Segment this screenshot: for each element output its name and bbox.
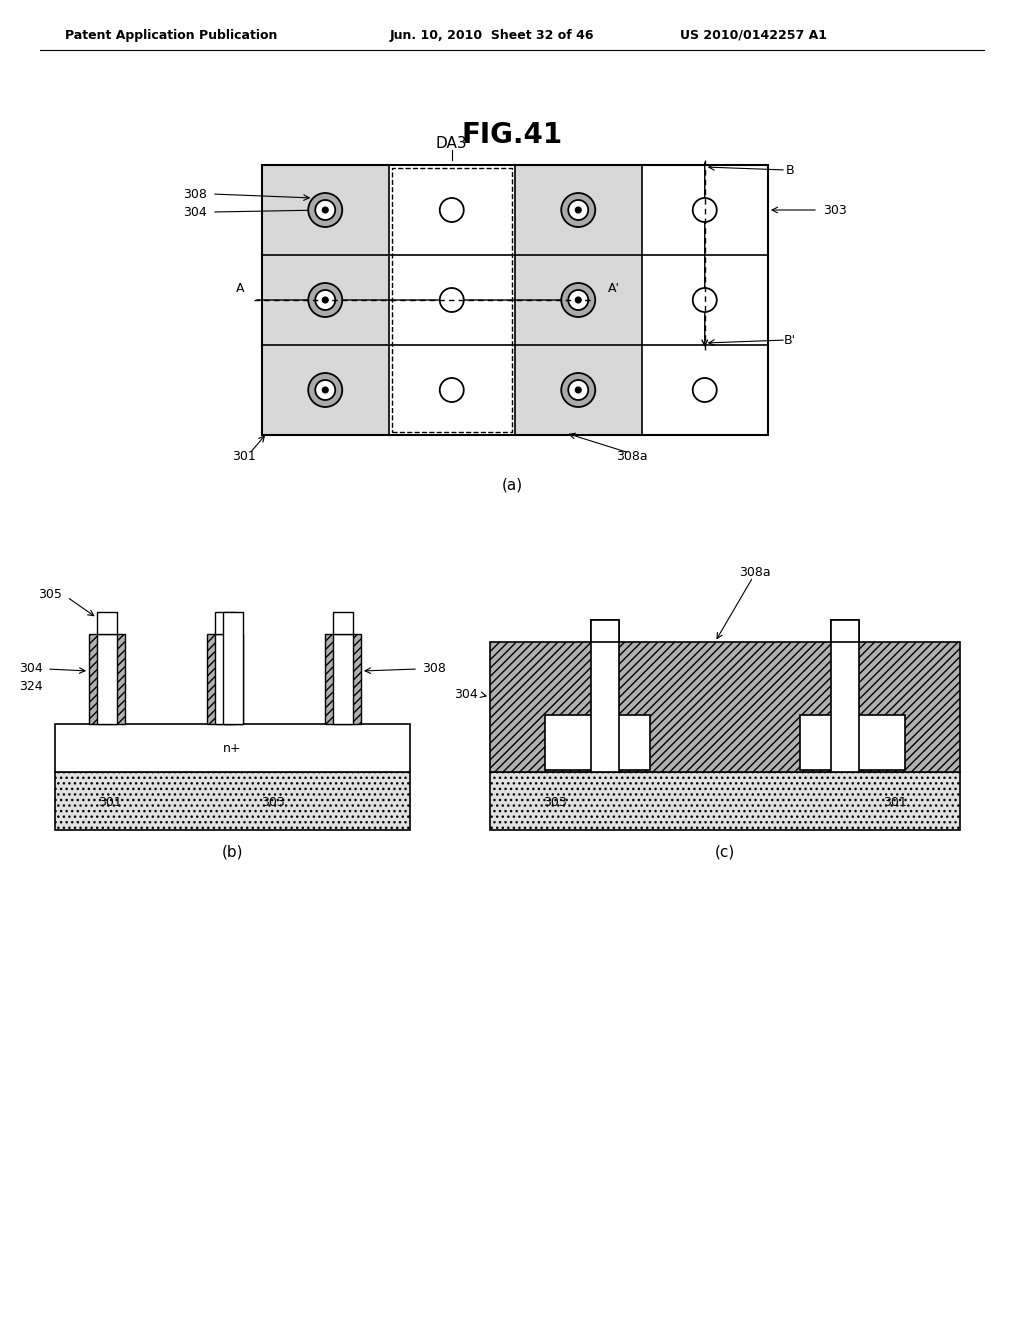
- Text: n+: n+: [838, 626, 852, 636]
- Text: 324: 324: [19, 681, 43, 693]
- Text: 301: 301: [232, 450, 256, 463]
- Bar: [591, 620, 618, 642]
- Bar: [333, 634, 353, 723]
- Text: 304: 304: [19, 663, 43, 676]
- Wedge shape: [561, 193, 595, 227]
- Bar: [97, 612, 117, 634]
- Text: Jun. 10, 2010  Sheet 32 of 46: Jun. 10, 2010 Sheet 32 of 46: [390, 29, 595, 41]
- Wedge shape: [308, 193, 342, 227]
- Bar: [215, 612, 234, 634]
- Text: FIG.41: FIG.41: [462, 121, 562, 149]
- Circle shape: [439, 378, 464, 403]
- Bar: [831, 620, 859, 642]
- Text: DA3: DA3: [436, 136, 468, 150]
- Text: 301: 301: [883, 796, 907, 808]
- Bar: [490, 642, 961, 772]
- Text: 308a: 308a: [615, 450, 647, 463]
- Circle shape: [693, 198, 717, 222]
- Text: 304: 304: [183, 206, 207, 219]
- Text: 308: 308: [183, 187, 207, 201]
- Bar: [262, 165, 768, 436]
- Bar: [207, 634, 243, 723]
- Text: 308a: 308a: [739, 566, 771, 579]
- Circle shape: [315, 201, 335, 220]
- Wedge shape: [308, 282, 342, 317]
- Circle shape: [575, 297, 582, 304]
- Bar: [591, 620, 618, 772]
- Text: (c): (c): [715, 845, 735, 859]
- Text: 304: 304: [455, 689, 478, 701]
- Bar: [215, 634, 234, 723]
- Bar: [55, 723, 410, 772]
- Wedge shape: [561, 282, 595, 317]
- Text: A': A': [608, 281, 621, 294]
- Circle shape: [315, 380, 335, 400]
- Circle shape: [568, 201, 588, 220]
- Bar: [262, 165, 388, 436]
- Circle shape: [575, 207, 582, 213]
- Text: n+: n+: [218, 618, 232, 628]
- Bar: [333, 612, 353, 634]
- Text: 303: 303: [823, 203, 847, 216]
- Text: n+: n+: [598, 626, 612, 636]
- Text: Patent Application Publication: Patent Application Publication: [65, 29, 278, 41]
- Circle shape: [568, 290, 588, 310]
- Text: 308: 308: [422, 663, 445, 676]
- Text: n+: n+: [223, 677, 242, 690]
- Bar: [391, 168, 512, 432]
- Circle shape: [323, 297, 329, 304]
- Bar: [545, 715, 650, 770]
- Circle shape: [575, 387, 582, 393]
- Text: n+: n+: [843, 737, 862, 748]
- Circle shape: [693, 288, 717, 312]
- Bar: [222, 612, 243, 723]
- Bar: [490, 772, 961, 830]
- Text: 303: 303: [543, 796, 567, 808]
- Text: B': B': [784, 334, 796, 346]
- Text: (b): (b): [222, 845, 244, 859]
- Text: (a): (a): [502, 478, 522, 492]
- Text: A: A: [236, 281, 245, 294]
- Text: n+: n+: [588, 737, 607, 748]
- Text: US 2010/0142257 A1: US 2010/0142257 A1: [680, 29, 827, 41]
- Bar: [515, 165, 641, 436]
- Circle shape: [323, 387, 329, 393]
- Wedge shape: [308, 374, 342, 407]
- Text: 303: 303: [261, 796, 285, 808]
- Wedge shape: [561, 374, 595, 407]
- Bar: [325, 634, 361, 723]
- Circle shape: [439, 198, 464, 222]
- Text: n+: n+: [223, 742, 242, 755]
- Text: n+: n+: [100, 618, 114, 628]
- Bar: [97, 634, 117, 723]
- Bar: [55, 772, 410, 830]
- Circle shape: [439, 288, 464, 312]
- Circle shape: [323, 207, 329, 213]
- Text: B: B: [785, 164, 795, 177]
- Bar: [89, 634, 125, 723]
- Text: 301: 301: [98, 796, 122, 808]
- Circle shape: [693, 378, 717, 403]
- Circle shape: [568, 380, 588, 400]
- Circle shape: [315, 290, 335, 310]
- Bar: [831, 620, 859, 772]
- Text: n+: n+: [336, 618, 350, 628]
- Bar: [800, 715, 905, 770]
- Text: 305: 305: [38, 587, 62, 601]
